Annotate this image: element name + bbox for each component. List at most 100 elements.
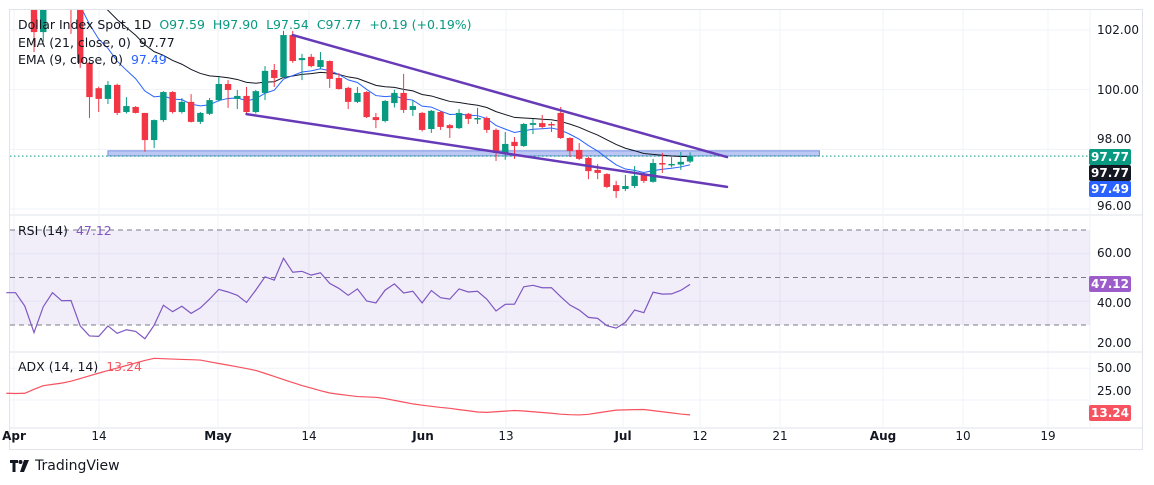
rsi-tick: 60.00: [1097, 246, 1132, 260]
candle-body: [169, 92, 176, 113]
candle: [335, 72, 343, 90]
candle-body: [308, 56, 315, 67]
time-tick: 14: [301, 429, 317, 443]
candle-body: [123, 106, 130, 113]
candle-body: [548, 123, 555, 126]
candle: [483, 116, 490, 133]
last-price-tag: 97.77: [1089, 149, 1131, 165]
candle-body: [317, 60, 324, 67]
time-tick: 10: [955, 429, 971, 443]
time-tick: 14: [91, 429, 107, 443]
candle-body: [30, 10, 38, 33]
time-tick: Jun: [412, 429, 434, 443]
candle-body: [557, 112, 564, 138]
candle: [326, 60, 333, 88]
adx-value: 13.24: [106, 359, 143, 374]
candle: [141, 112, 149, 152]
candle: [649, 158, 657, 183]
candle: [354, 86, 361, 104]
candle: [372, 112, 380, 129]
candle: [252, 89, 259, 114]
tradingview-logo-icon: [10, 460, 29, 472]
candle-body: [594, 169, 601, 173]
adx-tag: 13.24: [1089, 405, 1131, 421]
candle: [271, 64, 278, 87]
candle: [344, 86, 352, 110]
ema9-legend[interactable]: EMA (9, close, 0) 97.49: [18, 52, 171, 67]
candle: [539, 115, 546, 129]
footer-brand[interactable]: TradingView: [10, 458, 120, 474]
chart-frame: [9, 9, 1143, 450]
candle-body: [197, 112, 204, 122]
lower-trendline: [245, 112, 729, 189]
candle: [474, 107, 481, 124]
candle-body: [187, 101, 195, 122]
time-tick: 13: [498, 429, 514, 443]
ema21-line: [106, 10, 691, 158]
candle: [40, 10, 47, 42]
candle: [585, 156, 592, 180]
candle-body: [502, 143, 509, 153]
time-tick: 19: [1040, 429, 1056, 443]
candle-body: [640, 174, 648, 181]
candle: [215, 77, 223, 102]
candle-body: [215, 83, 223, 101]
candle-body: [381, 100, 389, 121]
candle: [224, 80, 232, 108]
candle: [677, 152, 685, 170]
candle-body: [234, 95, 241, 99]
symbol-title[interactable]: Dollar Index Spot, 1D: [18, 17, 152, 32]
support-zone: [107, 150, 820, 157]
candle: [169, 91, 176, 114]
low-value: L97.54: [266, 17, 309, 32]
ema21-label: EMA (21, close, 0): [18, 35, 131, 50]
candle-body: [289, 35, 296, 62]
candle: [428, 109, 435, 133]
candle: [308, 53, 315, 68]
candle-body: [409, 106, 417, 110]
upper-trendline: [291, 33, 729, 159]
brand-name: TradingView: [35, 458, 120, 474]
ema9-line: [81, 10, 691, 174]
candle-body: [575, 149, 583, 159]
time-tick: Apr: [2, 429, 26, 443]
candle-body: [649, 163, 657, 182]
candle-body: [160, 92, 167, 121]
candle: [502, 132, 509, 160]
candle-body: [141, 112, 149, 141]
candle-body: [150, 120, 158, 141]
time-tick: 21: [772, 429, 788, 443]
candle-body: [428, 110, 435, 130]
candle: [418, 112, 426, 132]
candle: [603, 173, 611, 189]
candle: [197, 112, 204, 124]
candle-body: [566, 137, 574, 152]
symbol-legend: Dollar Index Spot, 1D O97.59 H97.90 L97.…: [18, 17, 476, 32]
candle-body: [539, 123, 546, 127]
candle: [104, 81, 112, 104]
candle-body: [446, 125, 454, 129]
adx-legend[interactable]: ADX (14, 14) 13.24: [18, 359, 146, 374]
ema21-legend[interactable]: EMA (21, close, 0) 97.77: [18, 35, 179, 50]
candle-body: [520, 123, 527, 147]
candle: [455, 109, 463, 130]
candle: [243, 86, 250, 114]
candle: [178, 98, 186, 114]
candle: [30, 10, 38, 53]
candle: [437, 111, 444, 130]
rsi-legend[interactable]: RSI (14) 47.12: [18, 223, 116, 238]
candle-body: [363, 92, 370, 118]
candle-body: [298, 58, 306, 61]
ema9-value: 97.49: [130, 52, 167, 67]
candle-body: [659, 163, 666, 165]
candle-body: [326, 61, 333, 79]
candle: [187, 94, 195, 123]
candle-body: [455, 112, 463, 129]
candle-body: [178, 101, 186, 113]
candle: [575, 143, 583, 161]
time-tick: Jul: [614, 429, 632, 443]
candle-body: [271, 69, 278, 79]
candle-body: [483, 117, 490, 130]
candle-body: [40, 10, 47, 33]
